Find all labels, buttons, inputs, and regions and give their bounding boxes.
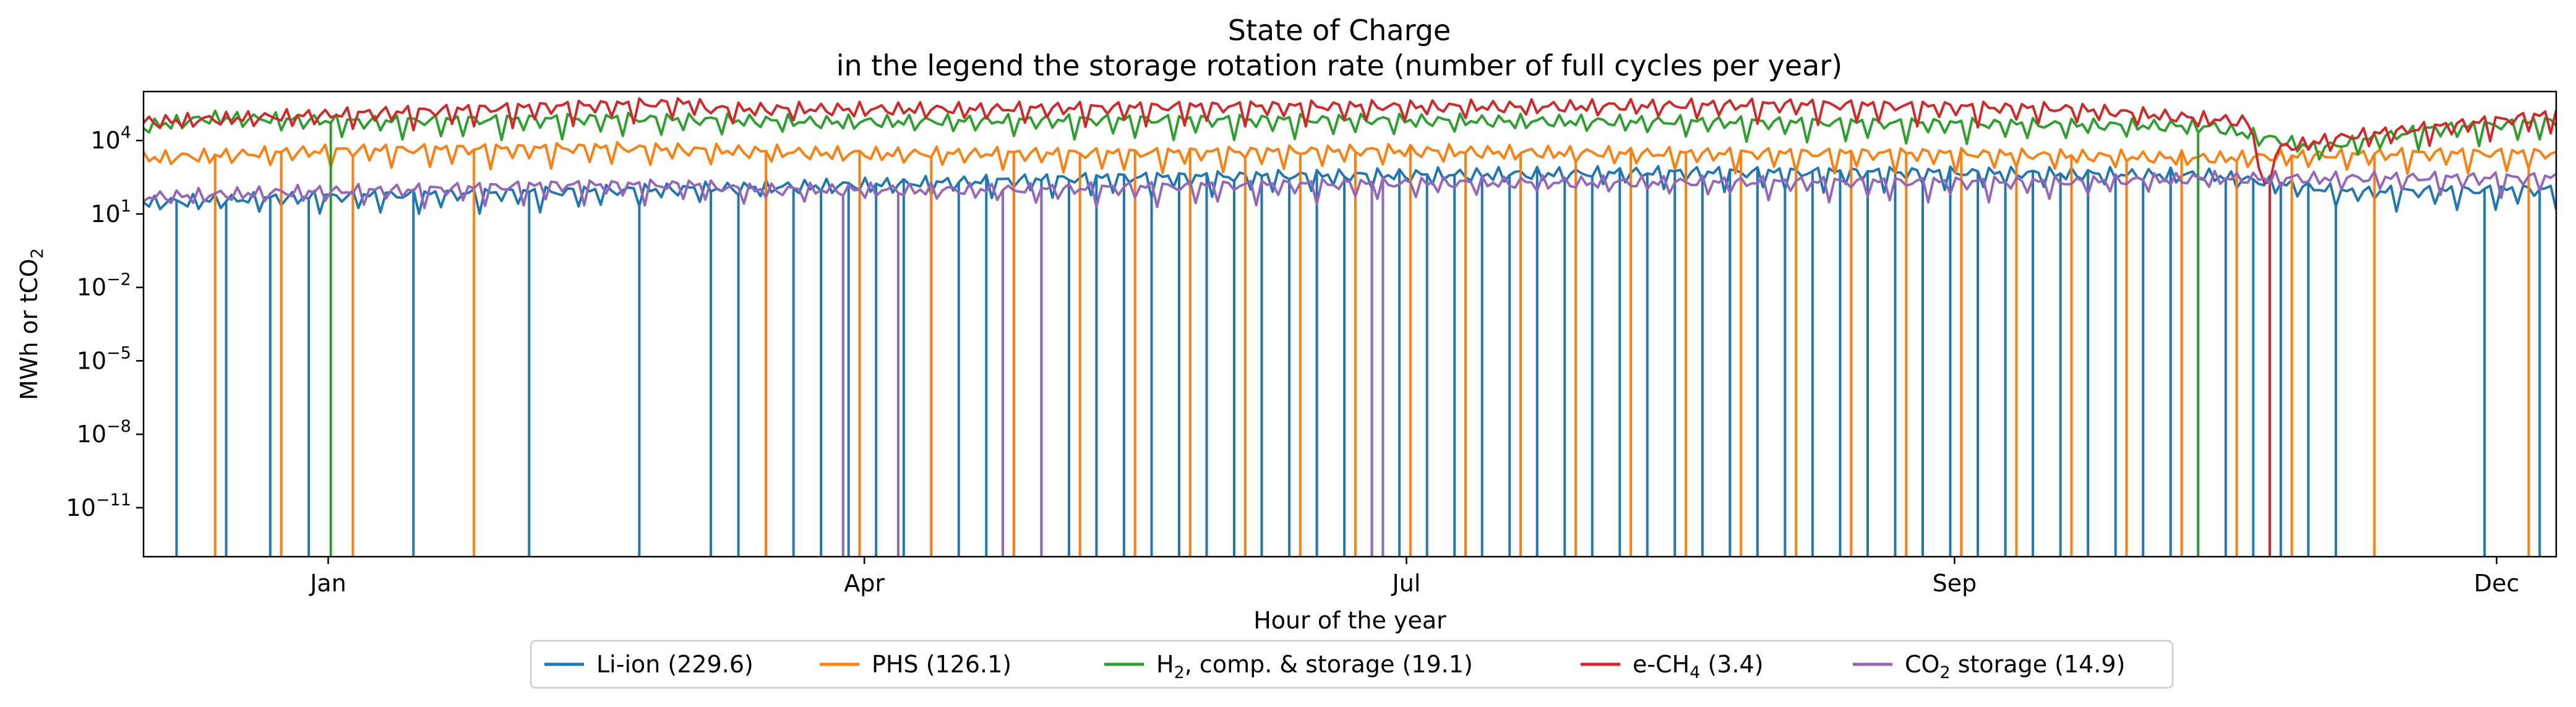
legend-label: e-CH4 (3.4) bbox=[1633, 651, 1764, 682]
y-tick-base: 10 bbox=[77, 421, 106, 448]
y-tick-base: 10 bbox=[66, 494, 96, 521]
y-tick-base: 10 bbox=[77, 274, 106, 301]
legend-label-base: CO bbox=[1905, 651, 1939, 678]
legend-label: Li-ion (229.6) bbox=[596, 651, 753, 678]
legend-label-sub: 2 bbox=[1939, 663, 1950, 682]
y-axis-label: MWh or tCO2 bbox=[15, 248, 47, 400]
series-line bbox=[144, 141, 2556, 557]
series-line bbox=[144, 109, 2556, 557]
legend-label-tail: (3.4) bbox=[1700, 651, 1763, 678]
y-axis-label-base: MWh or tCO bbox=[15, 259, 43, 400]
y-tick-exponent: 1 bbox=[121, 197, 131, 216]
chart-title: State of Charge bbox=[1228, 14, 1451, 47]
y-tick-label: 10−8 bbox=[77, 417, 131, 448]
y-tick-exponent: 4 bbox=[121, 123, 131, 142]
legend-label-sub: 2 bbox=[1174, 663, 1185, 682]
y-tick-base: 10 bbox=[90, 127, 120, 154]
x-tick-label: Dec bbox=[2474, 570, 2520, 597]
y-tick-label: 104 bbox=[90, 123, 131, 154]
series-line bbox=[144, 165, 2556, 557]
legend-label-base: Li-ion (229.6) bbox=[596, 651, 753, 678]
legend-label: PHS (126.1) bbox=[872, 651, 1011, 678]
y-tick-label: 10−5 bbox=[77, 343, 131, 374]
y-tick-exponent: −2 bbox=[106, 270, 131, 289]
x-tick-label: Jan bbox=[309, 570, 346, 597]
plot-frame bbox=[142, 90, 2557, 558]
legend-label-base: H bbox=[1156, 651, 1174, 678]
chart-subtitle: in the legend the storage rotation rate … bbox=[836, 49, 1842, 82]
x-axis: Jan Apr Jul Sep Dec bbox=[309, 557, 2519, 597]
x-tick-label: Jul bbox=[1391, 570, 1421, 597]
x-axis-label: Hour of the year bbox=[1253, 607, 1446, 634]
y-tick-exponent: −8 bbox=[106, 417, 131, 436]
y-tick-base: 10 bbox=[77, 347, 106, 374]
x-tick-label: Apr bbox=[844, 570, 885, 597]
series-line bbox=[144, 97, 2556, 557]
y-axis-label-sub: 2 bbox=[28, 248, 47, 259]
y-tick-label: 10−2 bbox=[77, 270, 131, 301]
legend-label-base: PHS (126.1) bbox=[872, 651, 1011, 678]
legend: Li-ion (229.6) PHS (126.1) H2, comp. & sto… bbox=[530, 640, 2174, 689]
legend-label: CO2 storage (14.9) bbox=[1905, 651, 2125, 682]
y-tick-exponent: −11 bbox=[96, 491, 131, 510]
legend-box bbox=[530, 640, 2174, 689]
legend-label-tail: storage (14.9) bbox=[1951, 651, 2126, 678]
series-lines bbox=[144, 97, 2556, 557]
legend-label: H2, comp. & storage (19.1) bbox=[1156, 651, 1473, 682]
legend-label-sub: 4 bbox=[1689, 663, 1700, 682]
x-tick-label: Sep bbox=[1933, 570, 1977, 597]
y-tick-exponent: −5 bbox=[106, 343, 131, 362]
legend-label-base: e-CH bbox=[1633, 651, 1689, 678]
series-layer bbox=[144, 97, 2556, 557]
legend-label-tail: , comp. & storage (19.1) bbox=[1185, 651, 1473, 678]
y-tick-label: 10−11 bbox=[66, 491, 131, 521]
y-tick-base: 10 bbox=[90, 200, 120, 228]
y-tick-label: 101 bbox=[90, 197, 131, 228]
series-line bbox=[144, 169, 2556, 557]
